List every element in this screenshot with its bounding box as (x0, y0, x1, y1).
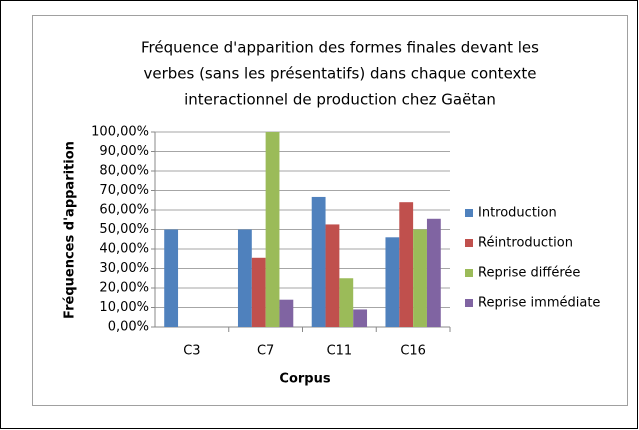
x-tick-label: C11 (327, 344, 353, 359)
bar (265, 132, 280, 327)
legend-label: Réintroduction (478, 236, 573, 251)
x-tick-label: C3 (183, 344, 200, 359)
y-tick-label: 90,00% (99, 144, 149, 159)
bar (279, 299, 294, 327)
x-axis-label: Corpus (279, 372, 330, 387)
y-axis-label: Fréquences d'apparition (63, 141, 78, 319)
bar (164, 229, 179, 327)
y-tick-label: 70,00% (99, 183, 149, 198)
y-tick-label: 50,00% (99, 222, 149, 237)
legend-swatch (465, 269, 473, 277)
y-tick-label: 40,00% (99, 242, 149, 257)
legend-swatch (465, 299, 473, 307)
legend-label: Introduction (478, 206, 557, 221)
y-tick-label: 100,00% (91, 125, 149, 140)
legend-label: Reprise différée (478, 266, 580, 281)
bar (311, 196, 326, 327)
y-tick-label: 60,00% (99, 203, 149, 218)
chart-frame (32, 15, 628, 406)
bar (339, 278, 354, 327)
y-tick-label: 80,00% (99, 164, 149, 179)
bar (251, 257, 266, 327)
bar (413, 229, 427, 327)
legend-swatch (465, 209, 473, 217)
y-tick-label: 20,00% (99, 281, 149, 296)
bar (399, 202, 414, 327)
y-tick-label: 0,00% (108, 320, 149, 335)
bar (353, 309, 368, 327)
bar (426, 218, 441, 327)
chart-title: Fréquence d'apparition des formes finale… (141, 39, 539, 57)
x-tick-label: C7 (257, 344, 274, 359)
y-tick-label: 10,00% (99, 300, 149, 315)
bar (385, 237, 400, 327)
legend-label: Reprise immédiate (478, 296, 600, 311)
legend-swatch (465, 239, 473, 247)
y-tick-label: 30,00% (99, 261, 149, 276)
bar (325, 224, 340, 327)
bar (237, 229, 252, 327)
chart-title: interactionnel de production chez Gaëtan (184, 91, 496, 109)
x-tick-label: C16 (400, 344, 426, 359)
chart-title: verbes (sans les présentatifs) dans chaq… (143, 65, 536, 83)
